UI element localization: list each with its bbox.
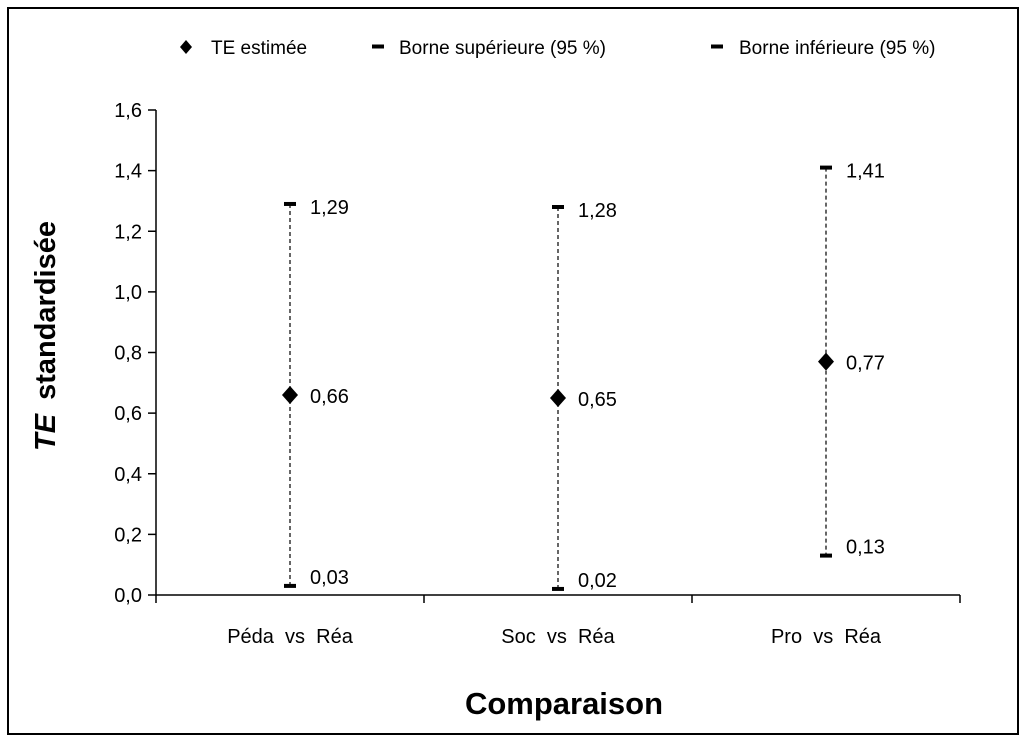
estimate-marker-1 (550, 388, 566, 407)
y-ticks: 0,0 0,2 0,4 0,6 0,8 1,0 1,2 1,4 1,6 (114, 100, 156, 607)
y-tick-label-2: 0,4 (114, 464, 142, 486)
upper-bound-marker-0 (284, 201, 296, 206)
y-tick-label-1: 0,2 (114, 524, 142, 546)
upper-bound-label-2: 1,41 (846, 161, 885, 183)
x-axis-title: Comparaison (465, 686, 663, 721)
estimate-label-0: 0,66 (310, 386, 349, 408)
y-axis-title-rest: standardisée (30, 221, 62, 400)
legend: TE estimée Borne supérieure (95 %) Borne… (180, 38, 935, 59)
legend-diamond-icon (180, 40, 192, 54)
lower-bound-marker-2 (820, 553, 832, 558)
y-tick-label-0: 0,0 (114, 585, 142, 607)
x-tick-label-1: Soc vs Réa (501, 626, 615, 648)
y-axis-title: TE standardisée (30, 221, 62, 451)
lower-bound-label-0: 0,03 (310, 567, 349, 589)
lower-bound-label-2: 0,13 (846, 537, 885, 559)
y-tick-label-6: 1,2 (114, 221, 142, 243)
lower-bound-marker-1 (552, 586, 564, 591)
y-tick-label-5: 1,0 (114, 282, 142, 304)
x-tick-label-0: Péda vs Réa (227, 626, 354, 648)
estimate-label-1: 0,65 (578, 389, 617, 411)
y-tick-label-4: 0,8 (114, 343, 142, 365)
legend-dash-icon-lower (711, 44, 723, 49)
x-ticks: Péda vs Réa Soc vs Réa Pro vs Réa (155, 595, 961, 648)
upper-bound-marker-2 (820, 165, 832, 170)
x-tick-label-2: Pro vs Réa (771, 626, 882, 648)
upper-bound-marker-1 (552, 205, 564, 209)
estimate-marker-0 (282, 385, 298, 404)
y-axis-title-italic: TE (30, 412, 62, 451)
y-tick-label-8: 1,6 (114, 100, 142, 122)
legend-label-estimate: TE estimée (211, 38, 307, 59)
estimate-label-2: 0,77 (846, 353, 885, 375)
series-group: 1,29 0,03 0,66 1,28 0,02 0,65 1,41 0,13 0,77 (282, 161, 885, 592)
legend-label-upper: Borne supérieure (95 %) (399, 38, 606, 59)
estimate-marker-2 (818, 352, 834, 371)
y-tick-label-7: 1,4 (114, 161, 142, 183)
lower-bound-marker-0 (284, 583, 296, 588)
legend-label-lower: Borne inférieure (95 %) (739, 38, 935, 59)
upper-bound-label-1: 1,28 (578, 200, 617, 222)
legend-dash-icon-upper (372, 44, 384, 49)
lower-bound-label-1: 0,02 (578, 570, 617, 592)
upper-bound-label-0: 1,29 (310, 197, 349, 219)
y-tick-label-3: 0,6 (114, 403, 142, 425)
chart-border (7, 7, 1019, 735)
